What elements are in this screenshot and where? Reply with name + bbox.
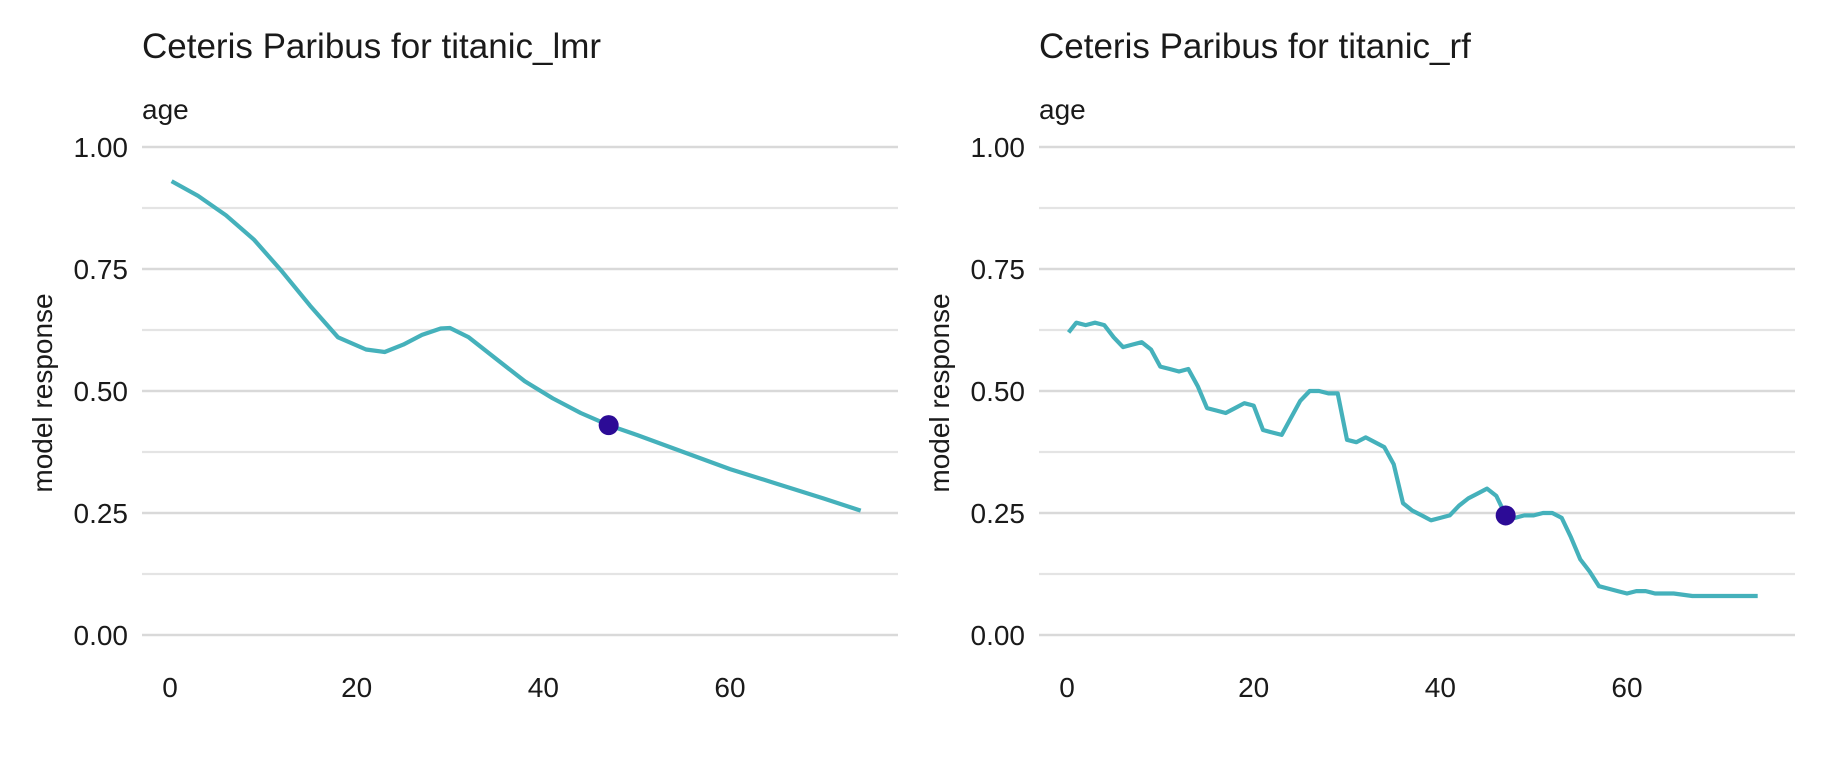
x-tick-label: 0 [1059, 672, 1075, 703]
gridlines [1039, 145, 1795, 637]
y-tick-label: 0.25 [971, 498, 1026, 529]
y-axis-label: model response [924, 293, 955, 492]
x-tick-label: 0 [162, 672, 178, 703]
y-tick-labels: 0.00 0.25 0.50 0.75 1.00 [74, 132, 129, 651]
x-tick-labels: 0 20 40 60 [162, 672, 745, 703]
y-tick-label: 1.00 [971, 132, 1026, 163]
ceteris-paribus-line [170, 179, 862, 513]
y-tick-label: 0.00 [971, 620, 1026, 651]
observation-point [1495, 505, 1516, 526]
y-tick-label: 1.00 [74, 132, 129, 163]
chart-title: Ceteris Paribus for titanic_lmr [142, 27, 601, 66]
x-tick-labels: 0 20 40 60 [1059, 672, 1642, 703]
x-tick-label: 40 [1425, 672, 1456, 703]
gridlines [142, 145, 898, 637]
x-tick-label: 60 [714, 672, 745, 703]
y-axis-label: model response [27, 293, 58, 492]
chart-subtitle: age [142, 94, 189, 125]
y-tick-label: 0.75 [971, 254, 1026, 285]
panel-titanic-rf: Ceteris Paribus for titanic_rf age model… [924, 27, 1795, 703]
chart-subtitle: age [1039, 94, 1086, 125]
y-tick-label: 0.25 [74, 498, 129, 529]
y-tick-label: 0.00 [74, 620, 129, 651]
x-tick-label: 20 [1238, 672, 1269, 703]
panel-titanic-lmr: Ceteris Paribus for titanic_lmr age mode… [27, 27, 898, 703]
x-tick-label: 40 [528, 672, 559, 703]
ceteris-paribus-line [1066, 320, 1758, 599]
x-tick-label: 20 [341, 672, 372, 703]
y-tick-label: 0.50 [971, 376, 1026, 407]
y-tick-labels: 0.00 0.25 0.50 0.75 1.00 [971, 132, 1026, 651]
y-tick-label: 0.75 [74, 254, 129, 285]
chart-title: Ceteris Paribus for titanic_rf [1039, 27, 1471, 66]
y-tick-label: 0.50 [74, 376, 129, 407]
x-tick-label: 60 [1611, 672, 1642, 703]
observation-point [598, 415, 619, 436]
